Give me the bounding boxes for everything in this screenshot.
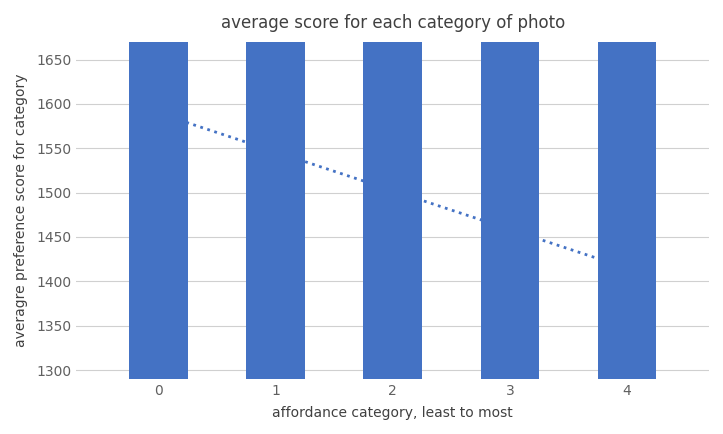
Bar	[598, 0, 656, 379]
Bar	[247, 0, 305, 379]
Bar	[129, 0, 188, 379]
Y-axis label: averagre preference score for category: averagre preference score for category	[14, 74, 28, 347]
Title: average score for each category of photo: average score for each category of photo	[221, 14, 565, 32]
Bar	[481, 0, 539, 379]
X-axis label: affordance category, least to most: affordance category, least to most	[273, 406, 513, 420]
Bar	[364, 0, 422, 379]
